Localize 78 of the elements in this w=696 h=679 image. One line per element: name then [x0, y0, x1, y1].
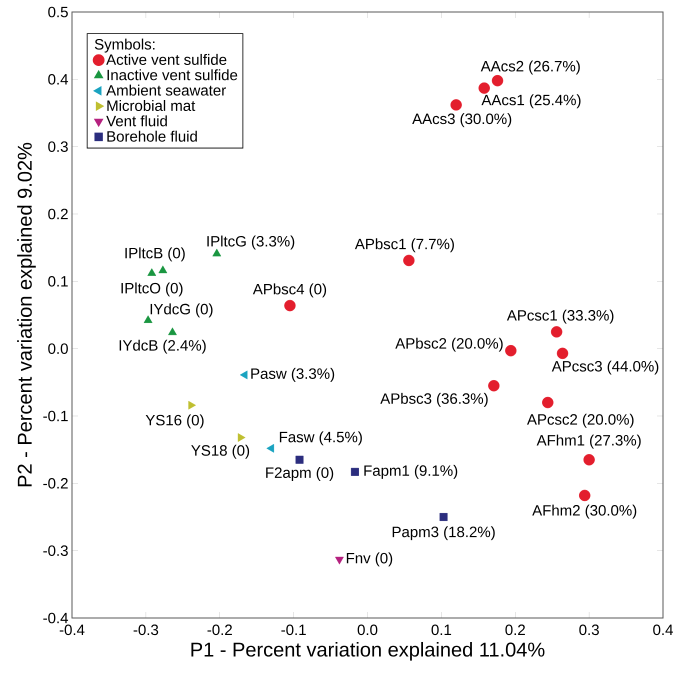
legend-label: Active vent sulfide — [106, 54, 226, 65]
annotation: YS18 (0) — [191, 444, 250, 459]
annotation: AFhm1 (27.3%) — [536, 434, 641, 449]
x-tick-label: -0.4 — [60, 624, 84, 636]
legend-label: Inactive vent sulfide — [108, 69, 238, 80]
point — [168, 328, 177, 336]
point — [492, 74, 504, 86]
x-tick-label: 0.2 — [505, 624, 525, 636]
x-tick-label: 0.1 — [432, 624, 452, 636]
point — [335, 556, 344, 564]
legend-label: Ambient seawater — [106, 84, 226, 96]
point — [505, 344, 517, 356]
x-axis-title: P1 - Percent variation explained 11.04% — [191, 642, 544, 661]
annotation: AAcs2 (26.7%) — [480, 60, 580, 74]
annotation: APcsc2 (20.0%) — [526, 414, 634, 428]
x-tick-label: 0.0 — [358, 624, 378, 636]
y-tick-label: -0.4 — [43, 612, 68, 624]
annotation: YS16 (0) — [146, 414, 204, 428]
point — [403, 254, 415, 266]
annotation: APcsc3 (44.0%) — [552, 360, 658, 375]
annotation: AAcs1 (25.4%) — [481, 94, 581, 108]
point — [440, 513, 448, 521]
point — [450, 99, 462, 111]
point — [147, 268, 156, 276]
annotation: Papm3 (18.2%) — [392, 526, 495, 540]
annotation: IYdcG (0) — [150, 303, 213, 318]
legend-label: Borehole fluid — [107, 130, 197, 142]
annotation: IPltcB (0) — [125, 247, 185, 262]
point — [188, 400, 196, 410]
annotation: Fnv (0) — [346, 552, 392, 566]
x-tick-label: 0.4 — [653, 624, 673, 636]
annotation: Fapm1 (9.1%) — [364, 464, 458, 479]
annotation: Pasw (3.3%) — [251, 368, 334, 382]
y-tick-label: 0.4 — [48, 74, 68, 85]
annotation: APbsc4 (0) — [252, 283, 326, 298]
point — [212, 248, 222, 256]
point — [284, 300, 296, 312]
annotation: AFhm2 (30.0%) — [532, 504, 636, 519]
x-tick-label: -0.1 — [281, 624, 306, 636]
point — [240, 370, 248, 380]
x-tick-label: -0.2 — [208, 624, 232, 636]
x-tick-label: 0.3 — [579, 624, 599, 636]
point — [158, 266, 168, 274]
point — [350, 468, 359, 476]
annotation: APbsc2 (20.0%) — [395, 338, 503, 352]
y-tick-label: 0.5 — [48, 6, 68, 18]
y-tick-label: 0.3 — [48, 141, 68, 152]
point — [266, 444, 274, 453]
annotation: AAcs3 (30.0%) — [412, 113, 512, 128]
y-tick-label: -0.3 — [43, 545, 68, 556]
annotation: F2apm (0) — [266, 466, 334, 481]
point — [542, 396, 554, 408]
y-tick-label: -0.1 — [43, 410, 68, 422]
annotation: Fasw (4.5%) — [280, 431, 362, 446]
point — [296, 456, 304, 464]
annotation: APcsc1 (33.3%) — [506, 310, 614, 324]
y-tick-label: 0.0 — [48, 343, 68, 354]
x-tick-label: -0.3 — [134, 624, 158, 636]
point — [578, 490, 590, 502]
y-tick-label: -0.2 — [43, 478, 68, 489]
annotation: IYdcB (2.4%) — [120, 340, 206, 354]
legend-label: Vent fluid — [106, 115, 167, 126]
annotation: APbsc1 (7.7%) — [354, 238, 454, 252]
point — [550, 326, 562, 338]
point — [238, 433, 246, 442]
point — [478, 82, 490, 94]
point — [556, 348, 568, 360]
point — [144, 315, 152, 323]
annotation: IPltcG (3.3%) — [207, 236, 294, 250]
y-tick-label: 0.1 — [48, 276, 68, 287]
annotation: APbsc3 (36.3%) — [380, 392, 488, 407]
legend-label: Microbial mat — [107, 100, 196, 112]
point — [583, 454, 595, 466]
point — [488, 380, 500, 392]
y-tick-label: 0.2 — [48, 208, 68, 220]
legend-title: Symbols: — [94, 38, 154, 53]
annotation: IPltcO (0) — [122, 282, 183, 296]
y-axis-title: P2 - Percent variation explained 9.02% — [17, 142, 36, 486]
